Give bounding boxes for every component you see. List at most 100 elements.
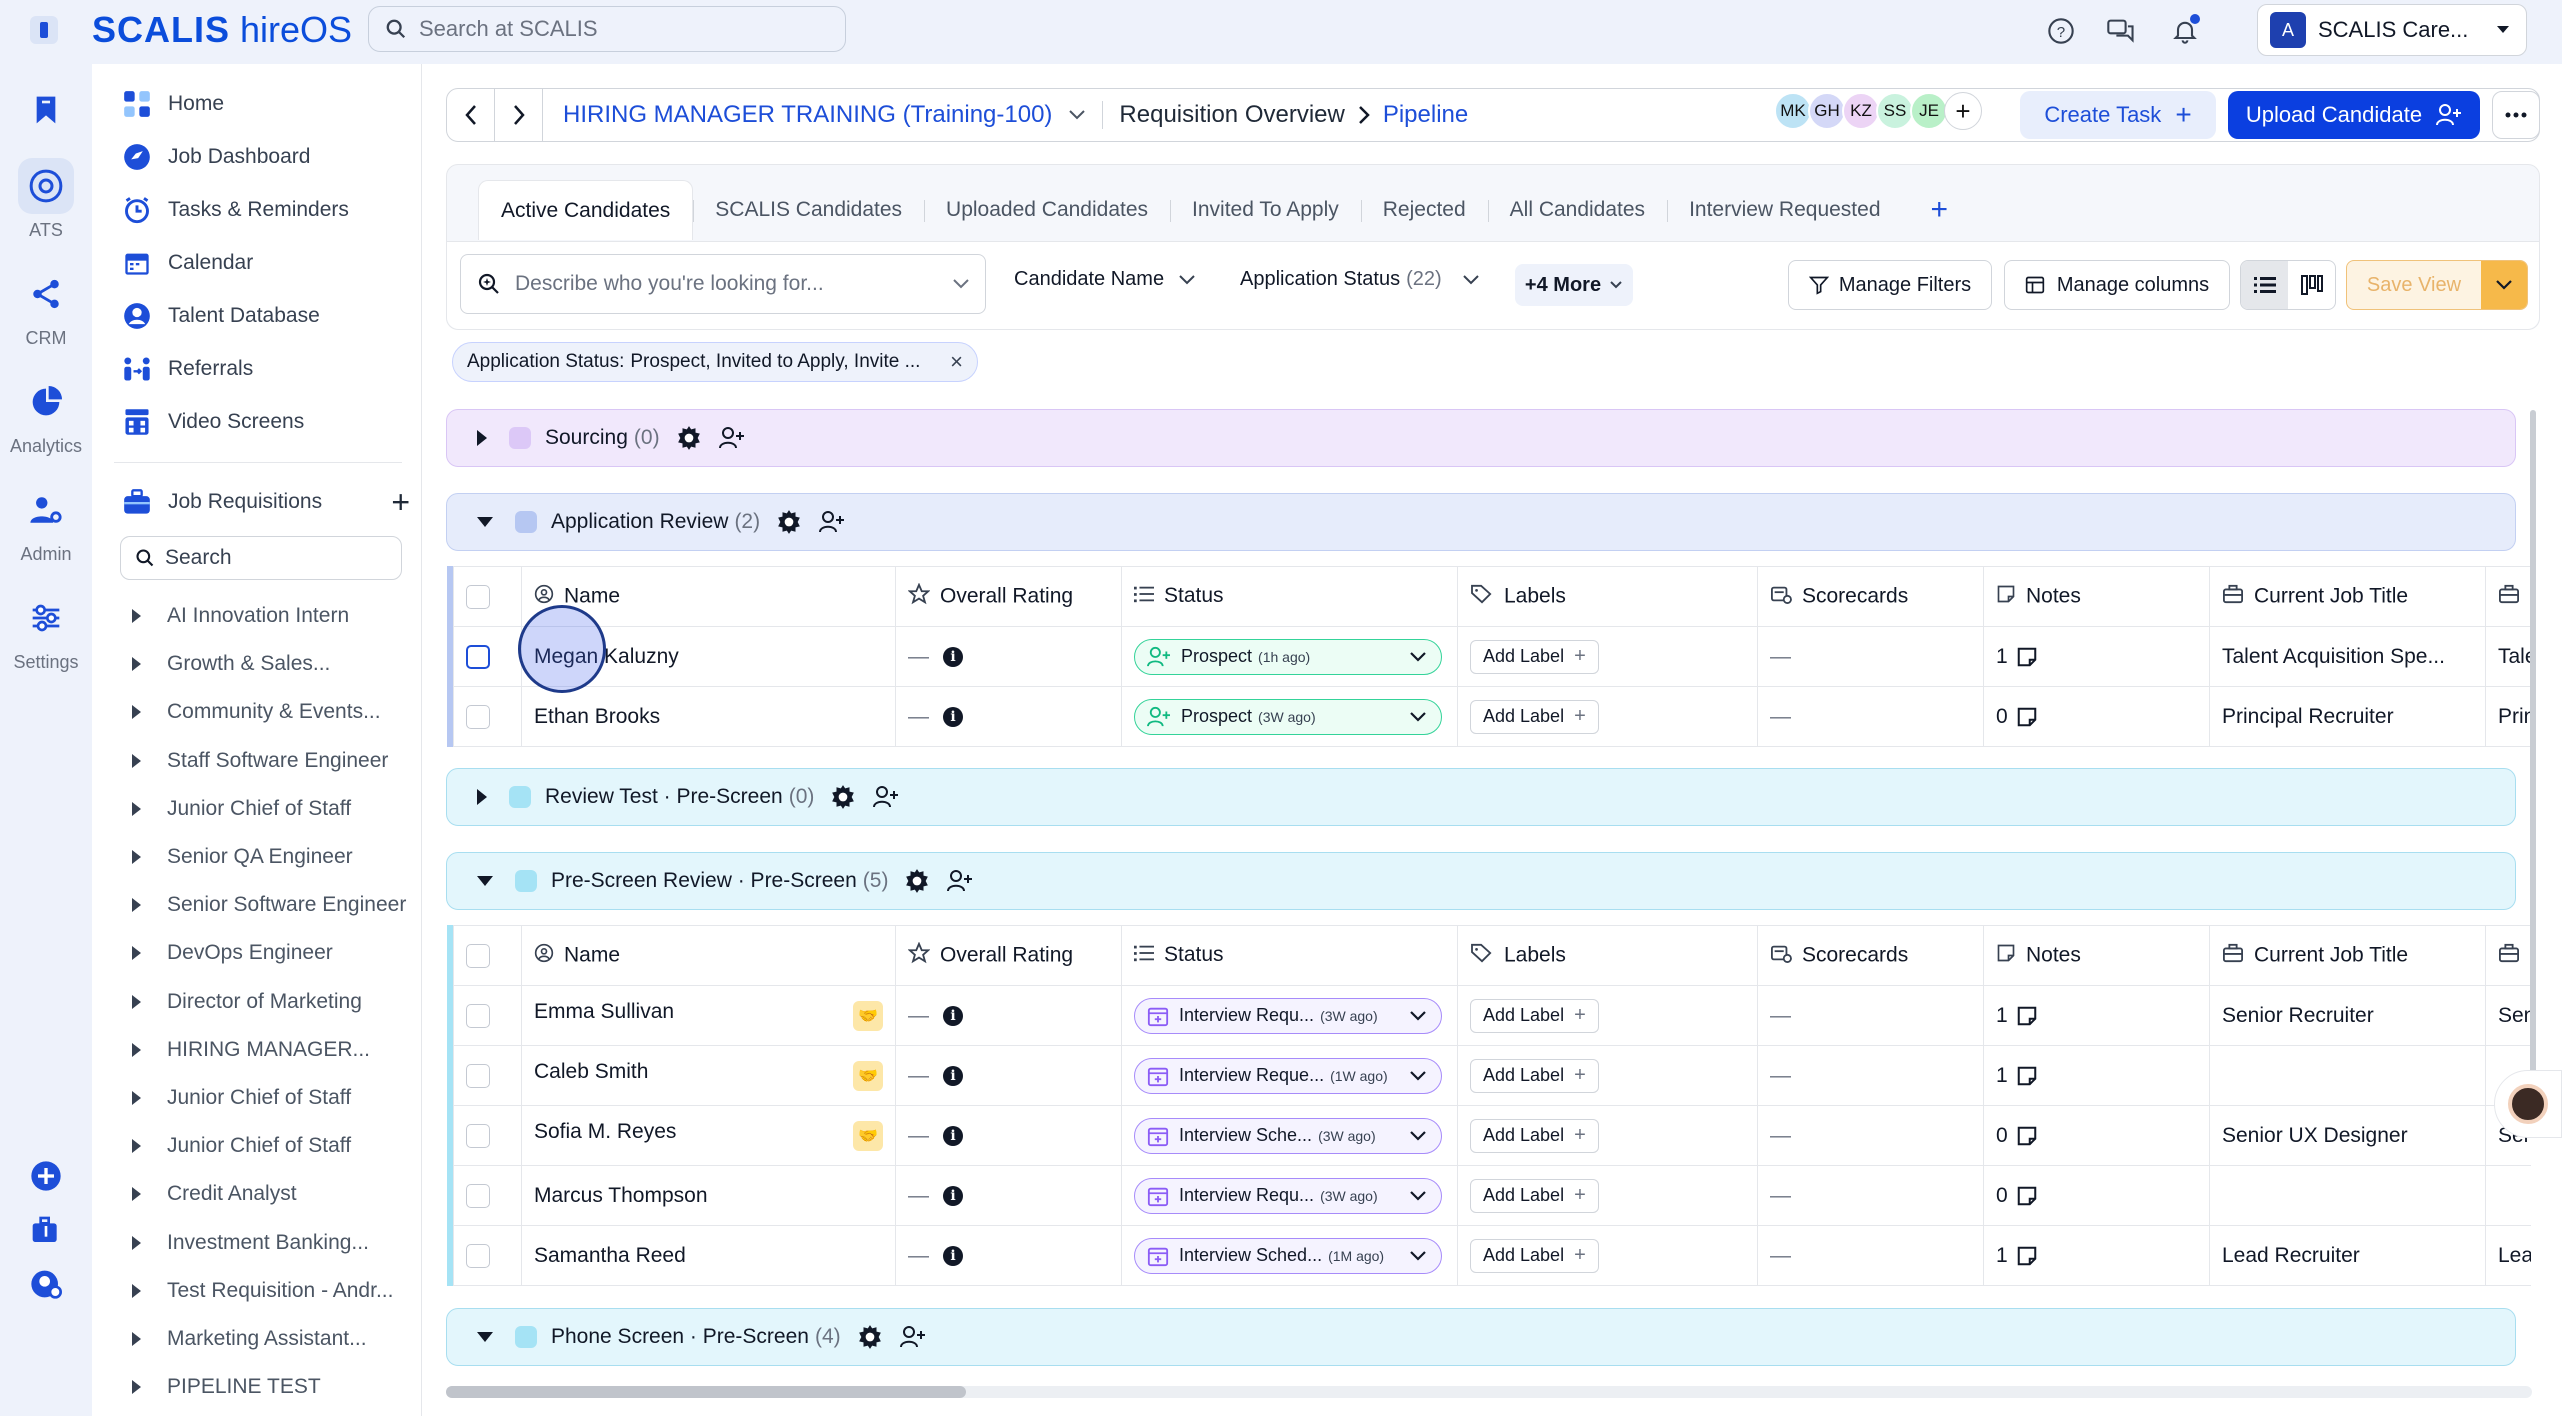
expand-triangle-icon[interactable] xyxy=(132,1283,141,1298)
sidebar-requisition-item[interactable]: Director of Marketing xyxy=(132,978,414,1026)
collapse-triangle-icon[interactable] xyxy=(477,1332,493,1342)
row-checkbox[interactable] xyxy=(466,1123,490,1148)
remove-filter-icon[interactable]: × xyxy=(950,349,963,374)
breadcrumb-pipeline[interactable]: Pipeline xyxy=(1382,101,1469,128)
row-checkbox[interactable] xyxy=(466,644,490,669)
expand-triangle-icon[interactable] xyxy=(132,994,141,1009)
candidate-name-cell[interactable]: Emma Sullivan 🤝 xyxy=(521,985,896,1046)
expand-triangle-icon[interactable] xyxy=(477,789,487,805)
table-row[interactable]: Marcus Thompson — i Interview Requ... (3W ag… xyxy=(453,1165,2531,1226)
manage-columns-button[interactable]: Manage columns xyxy=(2004,260,2230,310)
column-header[interactable]: Overall Rating xyxy=(895,566,1122,627)
add-tab-button[interactable]: + xyxy=(1930,193,1949,226)
sidebar-item-tasks[interactable]: Tasks & Reminders xyxy=(120,190,349,230)
add-label-button[interactable]: Add Label + xyxy=(1470,998,1599,1033)
sidebar-requisition-item[interactable]: Investment Banking... xyxy=(132,1218,414,1266)
tab-interview-requested[interactable]: Interview Requested xyxy=(1667,180,1902,240)
sidebar-item-talent-database[interactable]: Talent Database xyxy=(120,296,320,336)
chat-icon[interactable] xyxy=(2104,14,2138,48)
notifications-bell-icon[interactable] xyxy=(2168,14,2202,48)
sidebar-requisition-item[interactable]: Senior Software Engineer xyxy=(132,881,414,929)
sidebar-item-job-dashboard[interactable]: Job Dashboard xyxy=(120,137,310,177)
status-dropdown[interactable]: Interview Reque... (1W ago) xyxy=(1134,1057,1442,1094)
tab-rejected[interactable]: Rejected xyxy=(1360,180,1488,240)
tab-active-candidates[interactable]: Active Candidates xyxy=(478,180,694,240)
sidebar-requisition-item[interactable]: AI Innovation Intern xyxy=(132,592,414,640)
add-requisition-button[interactable]: + xyxy=(391,484,410,520)
column-header[interactable]: Labels xyxy=(1457,925,1758,986)
stage-header-prescreen[interactable]: Pre-Screen Review · Pre-Screen (5) xyxy=(446,852,2516,910)
sidebar-requisition-item[interactable]: Marketing Assistant... xyxy=(132,1315,414,1363)
column-header[interactable]: Labels xyxy=(1457,566,1758,627)
sidebar-toggle-button[interactable] xyxy=(30,16,58,44)
info-icon[interactable]: i xyxy=(943,1245,963,1266)
expand-triangle-icon[interactable] xyxy=(132,946,141,961)
rail-jobs-button[interactable] xyxy=(0,1202,92,1264)
more-options-button[interactable] xyxy=(2492,91,2540,139)
expand-triangle-icon[interactable] xyxy=(132,1187,141,1202)
table-row[interactable]: Megan Kaluzny — i Prospect (1h ago) Add Label… xyxy=(453,626,2531,687)
application-status-filter[interactable]: Application Status (22) xyxy=(1240,268,1480,291)
expand-triangle-icon[interactable] xyxy=(132,657,141,672)
help-icon[interactable]: ? xyxy=(2044,14,2078,48)
job-requisitions-header[interactable]: Job Requisitions + xyxy=(120,482,410,522)
add-candidate-icon[interactable] xyxy=(946,869,974,893)
sidebar-requisition-item[interactable]: Community & Events... xyxy=(132,688,414,736)
add-candidate-icon[interactable] xyxy=(899,1325,927,1349)
sidebar-requisition-item[interactable]: Credit Analyst xyxy=(132,1170,414,1218)
column-header[interactable]: Current Job Title xyxy=(2209,925,2486,986)
kanban-view-button[interactable] xyxy=(2288,261,2335,309)
expand-triangle-icon[interactable] xyxy=(132,1139,141,1154)
table-row[interactable]: Caleb Smith 🤝 — i Interview Reque... (1W ago)… xyxy=(453,1045,2531,1106)
expand-triangle-icon[interactable] xyxy=(132,753,141,768)
candidate-name-cell[interactable]: Samantha Reed xyxy=(521,1225,896,1286)
stage-header-review-test[interactable]: Review Test · Pre-Screen (0) xyxy=(446,768,2516,826)
info-icon[interactable]: i xyxy=(943,706,963,727)
column-header[interactable]: Overall Rating xyxy=(895,925,1122,986)
gear-icon[interactable] xyxy=(857,1324,883,1350)
column-header-extra[interactable] xyxy=(2485,566,2531,627)
describe-candidate-input[interactable]: Describe who you're looking for... xyxy=(460,254,986,314)
team-member-avatar[interactable]: GH xyxy=(1808,92,1846,130)
stage-header-phone[interactable]: Phone Screen · Pre-Screen (4) xyxy=(446,1308,2516,1366)
more-filters-button[interactable]: +4 More xyxy=(1515,264,1633,306)
rail-contact-button[interactable] xyxy=(0,1256,92,1318)
expand-triangle-icon[interactable] xyxy=(132,1331,141,1346)
select-all-checkbox[interactable] xyxy=(466,943,490,968)
horizontal-scrollbar[interactable] xyxy=(446,1386,2532,1398)
team-member-avatar[interactable]: MK xyxy=(1774,92,1812,130)
add-candidate-icon[interactable] xyxy=(818,510,846,534)
add-label-button[interactable]: Add Label + xyxy=(1470,1238,1599,1273)
manage-filters-button[interactable]: Manage Filters xyxy=(1788,260,1992,310)
expand-triangle-icon[interactable] xyxy=(132,801,141,816)
sidebar-requisition-item[interactable]: Junior Chief of Staff xyxy=(132,1074,414,1122)
rail-item-settings[interactable]: Settings xyxy=(0,590,92,673)
info-icon[interactable]: i xyxy=(943,1185,963,1206)
column-header[interactable]: Scorecards xyxy=(1757,566,1984,627)
stage-header-app-review[interactable]: Application Review (2) xyxy=(446,493,2516,551)
stage-header-sourcing[interactable]: Sourcing (0) xyxy=(446,409,2516,467)
gear-icon[interactable] xyxy=(904,868,930,894)
sidebar-item-home[interactable]: Home xyxy=(120,84,224,124)
sidebar-item-video-screens[interactable]: Video Screens xyxy=(120,402,304,442)
status-dropdown[interactable]: Interview Requ... (3W ago) xyxy=(1134,1177,1442,1214)
sidebar-requisition-item[interactable]: DevOps Engineer xyxy=(132,929,414,977)
notes-cell[interactable]: 1 xyxy=(1983,1045,2210,1106)
list-view-button[interactable] xyxy=(2241,261,2288,309)
active-filter-chip[interactable]: Application Status: Prospect, Invited to … xyxy=(452,342,978,382)
app-logo[interactable]: SCALIS hireOS xyxy=(92,9,353,50)
global-search-input[interactable]: Search at SCALIS xyxy=(368,6,846,52)
tab-invited-to-apply[interactable]: Invited To Apply xyxy=(1170,180,1361,240)
column-header[interactable]: Scorecards xyxy=(1757,925,1984,986)
gear-icon[interactable] xyxy=(776,509,802,535)
forward-button[interactable] xyxy=(495,89,543,141)
info-icon[interactable]: i xyxy=(943,1065,963,1086)
row-checkbox[interactable] xyxy=(466,1243,490,1268)
column-header[interactable]: Current Job Title xyxy=(2209,566,2486,627)
add-label-button[interactable]: Add Label + xyxy=(1470,1118,1599,1153)
notes-cell[interactable]: 0 xyxy=(1983,686,2210,747)
breadcrumb-requisition-overview[interactable]: Requisition Overview xyxy=(1119,101,1345,128)
expand-triangle-icon[interactable] xyxy=(477,430,487,446)
info-icon[interactable]: i xyxy=(943,1005,963,1026)
sidebar-requisition-item[interactable]: Growth & Sales... xyxy=(132,640,414,688)
